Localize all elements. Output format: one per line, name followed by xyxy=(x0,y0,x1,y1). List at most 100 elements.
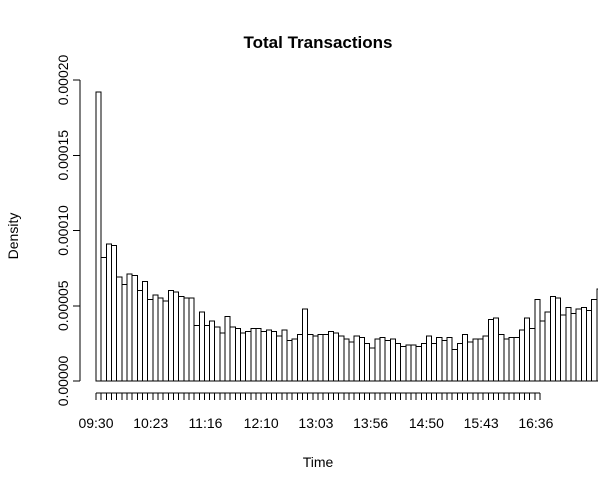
histogram-bar xyxy=(271,330,278,382)
histogram-bar xyxy=(105,243,112,382)
histogram-bar xyxy=(312,335,319,382)
histogram-bar xyxy=(384,339,391,382)
histogram-bar xyxy=(234,327,242,382)
histogram-bar xyxy=(188,297,195,382)
x-tick-label: 15:43 xyxy=(464,415,499,431)
histogram-bar xyxy=(240,332,247,382)
histogram-bar xyxy=(379,336,386,382)
histogram-bar xyxy=(183,297,190,382)
histogram-bar xyxy=(178,296,185,382)
histogram-bar xyxy=(110,245,118,382)
chart-title: Total Transactions xyxy=(244,33,393,52)
bars-group xyxy=(95,91,598,382)
histogram-bar xyxy=(549,296,556,382)
x-axis: 09:30 10:23 11:16 12:10 13:03 13:56 14:50 15:43… xyxy=(78,392,554,431)
histogram-bar xyxy=(260,330,267,382)
histogram-bar xyxy=(534,299,541,382)
histogram-bar xyxy=(121,284,128,382)
histogram-bar xyxy=(322,333,329,382)
histogram-bar xyxy=(487,318,495,382)
histogram-bar xyxy=(348,341,355,382)
histogram-bar xyxy=(327,330,334,382)
histogram-bar xyxy=(363,342,371,382)
y-tick-label: 0.00005 xyxy=(55,280,71,331)
histogram-bar xyxy=(591,299,598,382)
histogram-bar xyxy=(214,326,221,382)
histogram-bar xyxy=(100,257,107,382)
histogram-bar xyxy=(560,314,567,382)
histogram-bar xyxy=(570,312,577,382)
histogram-bar xyxy=(580,306,587,382)
histogram-bar xyxy=(116,276,123,382)
histogram-bar xyxy=(291,338,298,382)
histogram-bar xyxy=(436,336,443,382)
y-axis: 0.00000 0.00005 0.00010 0.00015 0.00020 xyxy=(55,54,81,406)
y-axis-label: Density xyxy=(5,213,21,260)
histogram-bar xyxy=(529,327,536,382)
histogram-bar xyxy=(343,338,350,382)
x-tick-label: 10:23 xyxy=(133,415,168,431)
x-tick-label: 13:03 xyxy=(298,415,333,431)
histogram-bar xyxy=(420,342,427,382)
histogram-bar xyxy=(255,327,262,382)
histogram-bar xyxy=(462,333,469,382)
histogram-bar xyxy=(431,342,438,382)
histogram-bar xyxy=(224,315,231,382)
histogram-bar xyxy=(369,347,376,382)
histogram-bar xyxy=(493,317,500,382)
histogram-bar xyxy=(575,308,582,382)
histogram-bar xyxy=(265,329,273,382)
histogram-bar xyxy=(126,273,133,382)
histogram-bar xyxy=(219,332,226,382)
histogram-bar xyxy=(482,335,489,382)
histogram-bar xyxy=(276,335,283,382)
histogram-bar xyxy=(425,335,433,382)
histogram-bar xyxy=(539,320,546,382)
histogram-bar xyxy=(415,345,422,382)
histogram-bar xyxy=(172,291,180,382)
histogram-bar xyxy=(198,311,205,382)
histogram-bar xyxy=(229,326,236,382)
histogram-bar xyxy=(456,342,464,382)
histogram-bar xyxy=(136,290,143,382)
x-tick-label: 13:56 xyxy=(353,415,388,431)
histogram-bar xyxy=(317,333,324,382)
x-tick-label: 14:50 xyxy=(409,415,444,431)
histogram-bar xyxy=(332,332,340,382)
x-tick-label: 16:36 xyxy=(518,415,553,431)
histogram-bar xyxy=(203,324,211,382)
x-tick-label: 12:10 xyxy=(244,415,279,431)
y-tick-label: 0.00020 xyxy=(55,54,71,105)
y-tick-label: 0.00010 xyxy=(55,205,71,256)
histogram-bar xyxy=(410,344,417,382)
histogram-bar xyxy=(157,297,164,382)
histogram-bar xyxy=(585,309,593,382)
histogram-bar xyxy=(131,275,138,382)
histogram-bar xyxy=(544,311,551,382)
histogram-bar xyxy=(209,320,216,382)
histogram-bar xyxy=(353,335,360,382)
histogram-bar xyxy=(524,317,531,382)
histogram-bar xyxy=(441,339,448,382)
histogram-bar xyxy=(596,288,598,382)
histogram-bar xyxy=(245,330,252,382)
histogram-bar xyxy=(389,338,396,382)
histogram-bar xyxy=(508,336,515,382)
histogram-bar xyxy=(193,324,200,382)
histogram-bar xyxy=(405,344,412,382)
histogram-bar xyxy=(307,333,314,382)
x-axis-label: Time xyxy=(303,454,334,470)
histogram-bar xyxy=(338,335,345,382)
histogram-bar xyxy=(162,300,169,382)
histogram-bar xyxy=(394,342,402,382)
histogram-bar xyxy=(167,290,174,382)
histogram-bar xyxy=(503,338,510,382)
histogram-bar xyxy=(498,333,505,382)
histogram-bar xyxy=(302,308,309,382)
x-tick-label: 11:16 xyxy=(188,415,222,431)
histogram-bar xyxy=(477,338,484,382)
histogram-bar xyxy=(467,341,474,382)
x-tick-label: 09:30 xyxy=(78,415,113,431)
histogram-bar xyxy=(400,345,407,382)
